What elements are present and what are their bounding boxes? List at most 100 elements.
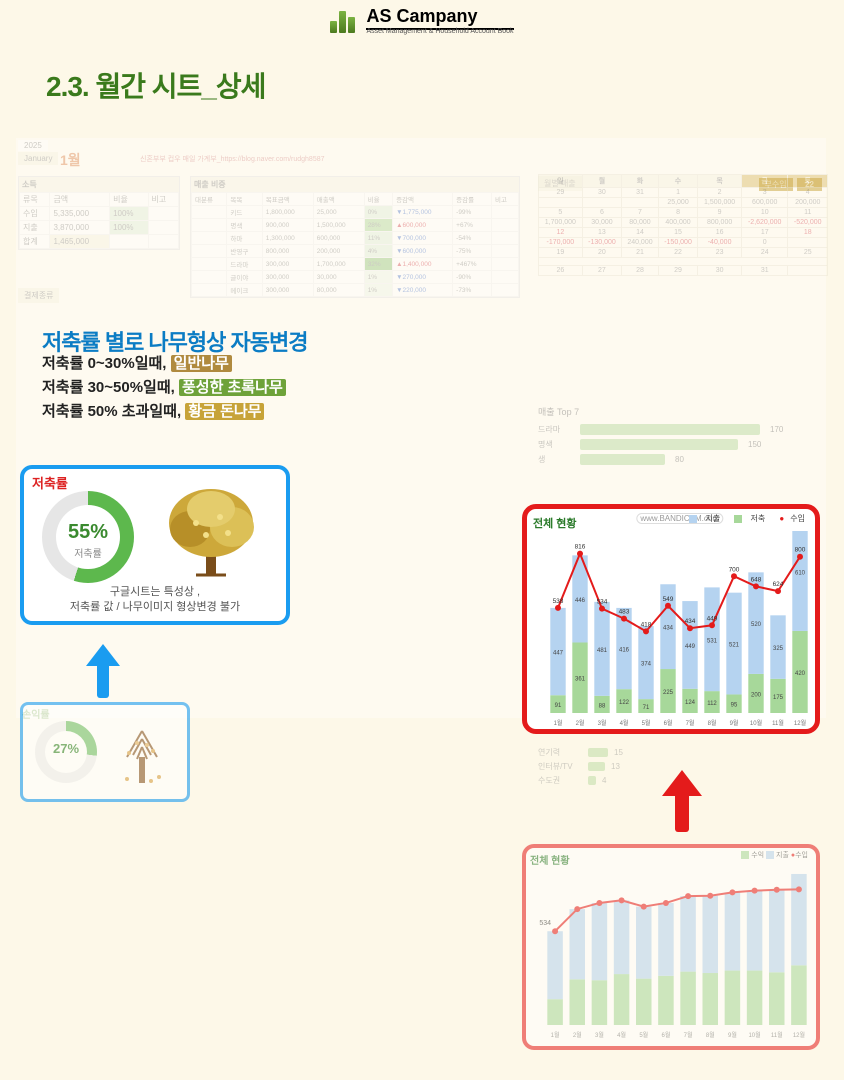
feature-lines: 저축률 0~30%일때, 일반나무 저축률 30~50%일때, 풍성한 초록나무… xyxy=(42,352,286,424)
feature-line3a: 저축률 50% 초과일때, xyxy=(42,403,185,420)
svg-text:534: 534 xyxy=(539,920,551,927)
svg-text:88: 88 xyxy=(599,703,606,709)
svg-text:11월: 11월 xyxy=(771,1031,783,1039)
bg-month-num: 1월 xyxy=(60,150,81,170)
small-chart-svg: 1월 2월 3월 4월 5월 6월 7월 8월 9월 10월 11월 12월 534 xyxy=(530,867,816,1041)
savings-note: 구글시트는 특성상 , 저축률 값 / 나무이미지 형상변경 불가 xyxy=(24,585,286,615)
svg-text:91: 91 xyxy=(555,703,562,709)
svg-text:5월: 5월 xyxy=(642,719,651,727)
small-pct: 27% xyxy=(35,741,97,756)
logo-sub: Asset Management & Household Account Boo… xyxy=(366,28,513,35)
bg-year: 2025 xyxy=(18,140,48,151)
svg-text:434: 434 xyxy=(685,618,696,625)
svg-text:112: 112 xyxy=(707,701,717,707)
big-chart-legend: 지출 저축 ●수입 xyxy=(677,513,805,524)
feature-line1b: 일반나무 xyxy=(171,355,232,372)
top7-title: 매출 Top 7 xyxy=(538,405,818,418)
svg-text:2월: 2월 xyxy=(573,1031,582,1039)
svg-text:361: 361 xyxy=(575,677,586,683)
svg-text:521: 521 xyxy=(729,643,740,649)
svg-text:5월: 5월 xyxy=(639,1031,648,1039)
feature-line2a: 저축률 30~50%일때, xyxy=(42,379,179,396)
svg-text:7월: 7월 xyxy=(684,1031,693,1039)
feature-line1a: 저축률 0~30%일때, xyxy=(42,355,171,372)
svg-text:449: 449 xyxy=(685,644,696,650)
top7-extra: 연기력15 인터뷰/TV13 수도권4 xyxy=(538,744,623,789)
svg-text:446: 446 xyxy=(575,598,586,604)
overview-chart-small: 전체 현황 수익 지출 ●수입 1월2월3월4월5월6월7월8월9월10월11월… xyxy=(522,844,820,1050)
svg-text:2월: 2월 xyxy=(576,719,585,727)
arrow-up-red-icon xyxy=(662,770,702,832)
svg-text:416: 416 xyxy=(619,648,630,654)
svg-text:3월: 3월 xyxy=(598,719,607,727)
svg-text:447: 447 xyxy=(553,651,564,657)
svg-text:374: 374 xyxy=(641,662,652,668)
svg-text:6월: 6월 xyxy=(664,719,673,727)
svg-text:9월: 9월 xyxy=(730,719,739,727)
svg-text:534: 534 xyxy=(597,599,608,606)
svg-text:8월: 8월 xyxy=(706,1031,715,1039)
bg-ratio-table: 매출 비중 대분류목목목표금액매출액 비율증감액증감률비고 키드1,800,00… xyxy=(190,176,520,298)
savings-sub: 저축률 xyxy=(42,545,134,560)
svg-text:648: 648 xyxy=(751,576,762,583)
big-chart-svg: 91 447 1월 361 446 2월 88 481 3월 122 416 4월 71 374 5월 225… xyxy=(533,531,817,729)
svg-text:538: 538 xyxy=(553,598,564,605)
bg-link-url: https://blog.naver.com/rudgh8587 xyxy=(221,156,325,163)
logo-name: AS Campany xyxy=(366,6,513,30)
logo-icon xyxy=(330,9,358,33)
small-savings-card: 27% xyxy=(20,702,190,802)
feature-line2b: 풍성한 초록나무 xyxy=(179,379,286,396)
svg-text:481: 481 xyxy=(597,648,608,654)
bg-calendar: 일월화수목금토 2930311234 25,0001,500,000600,00… xyxy=(538,160,828,276)
svg-text:11월: 11월 xyxy=(772,719,784,727)
svg-text:225: 225 xyxy=(663,690,674,696)
svg-text:124: 124 xyxy=(685,700,696,706)
svg-text:6월: 6월 xyxy=(661,1031,670,1039)
svg-text:10월: 10월 xyxy=(750,719,762,727)
bg-link-label: 신혼부부 컵우 매일 가계부 xyxy=(140,156,217,163)
svg-text:71: 71 xyxy=(643,705,650,711)
savings-donut: 55% 저축률 xyxy=(42,491,134,583)
feature-line3b: 황금 돈나무 xyxy=(185,403,264,420)
bg-month-en: January xyxy=(18,152,58,165)
svg-text:549: 549 xyxy=(663,596,674,603)
svg-text:700: 700 xyxy=(729,566,740,573)
svg-text:520: 520 xyxy=(751,622,762,628)
ratio-header: 매출 비중 xyxy=(191,177,519,192)
savings-pct: 55% xyxy=(42,521,134,544)
svg-text:434: 434 xyxy=(663,626,674,632)
svg-text:531: 531 xyxy=(707,638,718,644)
svg-text:4월: 4월 xyxy=(617,1031,626,1039)
svg-text:418: 418 xyxy=(641,621,652,628)
svg-text:122: 122 xyxy=(619,700,630,706)
bg-link: 신혼부부 컵우 매일 가계부_https://blog.naver.com/ru… xyxy=(140,154,390,164)
svg-text:1월: 1월 xyxy=(554,719,563,727)
svg-text:7월: 7월 xyxy=(686,719,695,727)
svg-text:1월: 1월 xyxy=(551,1031,560,1039)
arrow-up-blue-icon xyxy=(86,644,120,698)
svg-text:12월: 12월 xyxy=(794,719,806,727)
svg-text:200: 200 xyxy=(751,692,762,698)
svg-text:800: 800 xyxy=(795,547,806,554)
savings-note1: 구글시트는 특성상 , xyxy=(24,585,286,600)
savings-note2: 저축률 값 / 나무이미지 형상변경 불가 xyxy=(24,600,286,615)
svg-text:4월: 4월 xyxy=(620,719,629,727)
top7-bars: 매출 Top 7 드라마170 명색150 생80 xyxy=(538,405,818,495)
svg-text:624: 624 xyxy=(773,581,784,588)
overview-chart-big: 전체 현황 www.BANDICAM.com 지출 저축 ●수입 914471월… xyxy=(522,504,820,734)
svg-text:9월: 9월 xyxy=(728,1031,737,1039)
svg-text:3월: 3월 xyxy=(595,1031,604,1039)
small-donut: 27% xyxy=(35,721,97,783)
section-title: 2.3. 월간 시트_상세 xyxy=(46,65,844,105)
bg-pay-header: 결제종류 xyxy=(18,288,59,303)
svg-text:610: 610 xyxy=(795,570,806,576)
svg-text:420: 420 xyxy=(795,671,806,677)
svg-text:10월: 10월 xyxy=(748,1031,760,1039)
svg-text:483: 483 xyxy=(619,609,630,616)
svg-text:449: 449 xyxy=(707,615,718,622)
svg-text:95: 95 xyxy=(731,703,738,709)
logo-row: AS Campany Asset Management & Household … xyxy=(0,0,844,35)
svg-text:175: 175 xyxy=(773,695,784,701)
svg-text:12월: 12월 xyxy=(793,1031,805,1039)
bg-income-table: 소득 류목금액비율비고 수입5,335,000100% 지출3,870,0001… xyxy=(18,176,180,250)
